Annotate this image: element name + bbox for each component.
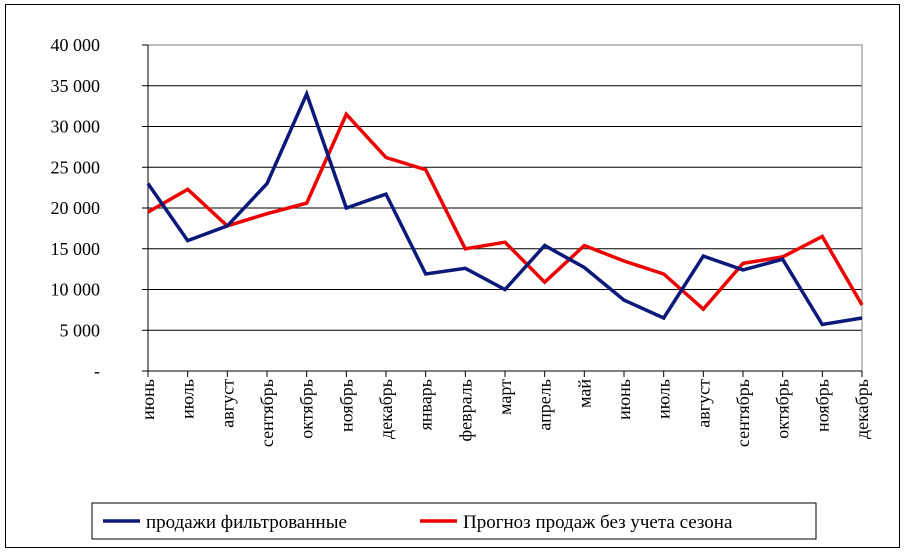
x-tick-label: январь	[416, 379, 436, 430]
y-tick-label: 30 000	[51, 117, 101, 137]
x-tick-label: июль	[178, 379, 198, 419]
legend: продажи фильтрованные Прогноз продаж без…	[91, 502, 817, 540]
x-tick-label: август	[217, 379, 237, 428]
x-tick-label: март	[495, 379, 515, 415]
series-group	[146, 89, 864, 327]
legend-label-forecast: Прогноз продаж без учета сезона	[463, 512, 733, 533]
x-tick-label: сентябрь	[257, 379, 277, 447]
x-tick-label: август	[693, 379, 713, 428]
x-tick-label: май	[574, 379, 594, 408]
legend-label-sales: продажи фильтрованные	[146, 512, 347, 533]
y-tick-label: 15 000	[51, 239, 101, 259]
y-tick-label: 35 000	[51, 76, 101, 96]
y-tick-label: 40 000	[51, 35, 101, 55]
x-tick-label: октябрь	[773, 379, 793, 439]
x-tick-label: апрель	[535, 379, 555, 431]
x-tick-label: октябрь	[297, 379, 317, 439]
y-tick-label: 20 000	[51, 198, 101, 218]
x-tick-label: июль	[654, 379, 674, 419]
y-tick-label: -	[94, 361, 100, 381]
x-axis: июнь июль август сентябрь октябрь ноябрь декаб…	[138, 370, 872, 447]
x-tick-label: ноябрь	[336, 379, 356, 432]
y-axis: - 5 000 10 000 15 000 20 000 25 000 30 000 35 0…	[51, 35, 149, 381]
gridlines	[148, 44, 862, 331]
y-tick-label: 25 000	[51, 157, 101, 177]
chart-frame	[5, 4, 900, 548]
x-tick-label: сентябрь	[733, 379, 753, 447]
series-line-forecast	[147, 111, 864, 312]
x-tick-label: декабрь	[852, 379, 872, 439]
x-tick-label: ноябрь	[812, 379, 832, 432]
x-tick-label: декабрь	[376, 379, 396, 439]
x-tick-label: февраль	[455, 379, 475, 442]
x-tick-label: июнь	[614, 379, 634, 420]
y-tick-label: 5 000	[60, 320, 101, 340]
y-tick-label: 10 000	[51, 280, 101, 300]
x-tick-label: июнь	[138, 379, 158, 420]
